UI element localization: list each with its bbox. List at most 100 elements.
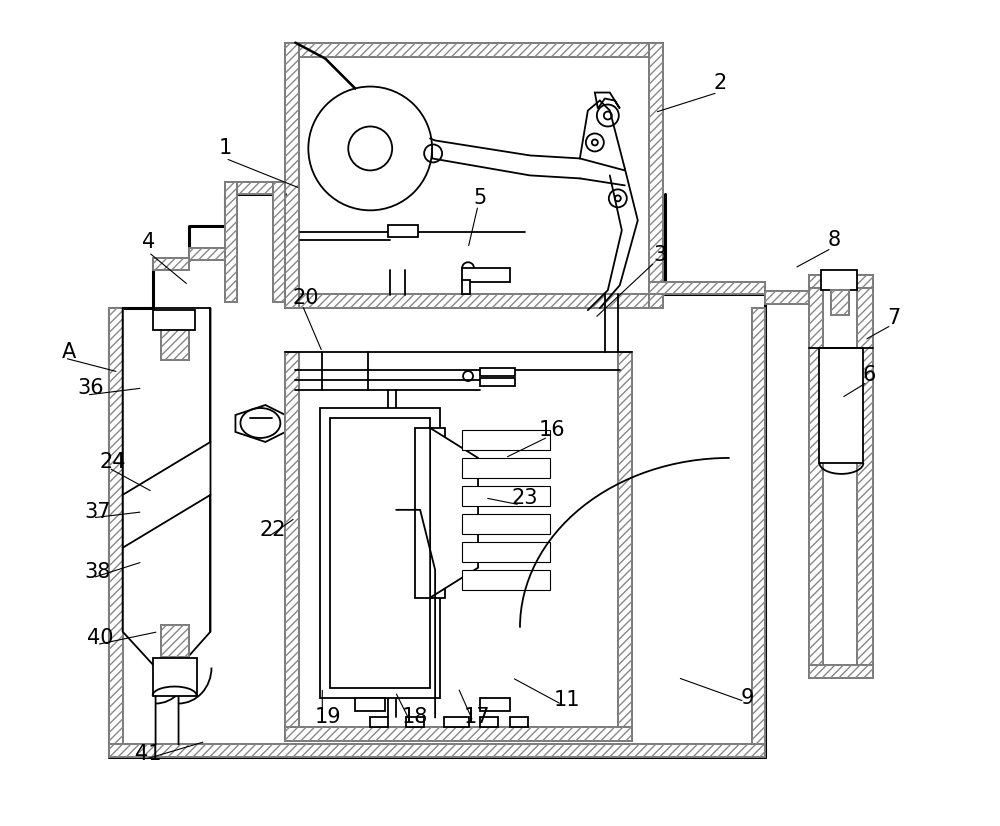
Bar — [153, 259, 189, 270]
Bar — [510, 718, 528, 728]
Bar — [161, 624, 189, 657]
Bar — [285, 43, 299, 308]
Text: 19: 19 — [315, 708, 342, 728]
Bar — [462, 268, 510, 282]
Bar — [752, 308, 765, 744]
Bar — [809, 288, 823, 665]
Bar — [819, 348, 863, 463]
Bar — [649, 282, 765, 294]
Bar — [462, 458, 550, 478]
Bar — [273, 183, 285, 302]
Text: 8: 8 — [828, 230, 841, 250]
Text: 37: 37 — [84, 502, 111, 522]
Bar — [225, 183, 237, 302]
Bar — [857, 288, 873, 677]
Bar — [462, 486, 550, 506]
Text: 20: 20 — [292, 288, 319, 308]
Bar — [370, 718, 388, 728]
Text: 17: 17 — [464, 708, 490, 728]
Bar — [109, 308, 123, 748]
Bar — [189, 249, 225, 260]
Text: 36: 36 — [77, 378, 104, 398]
Text: 11: 11 — [554, 690, 580, 710]
Bar — [821, 270, 857, 290]
Text: 7: 7 — [888, 308, 901, 328]
Bar — [618, 352, 632, 742]
Bar — [285, 294, 663, 308]
Text: 2: 2 — [713, 73, 726, 93]
Bar — [285, 43, 299, 308]
Bar — [285, 43, 663, 57]
Bar — [765, 292, 809, 304]
Bar — [153, 657, 197, 695]
Bar — [285, 728, 632, 742]
Bar — [859, 275, 873, 292]
Bar — [765, 292, 809, 304]
Bar — [161, 624, 189, 657]
Bar — [480, 718, 498, 728]
Text: 1: 1 — [219, 139, 232, 159]
Bar — [752, 308, 765, 744]
Text: 16: 16 — [539, 420, 565, 440]
Bar — [462, 514, 550, 534]
Bar — [462, 280, 470, 294]
Bar — [161, 328, 189, 360]
Text: 40: 40 — [87, 628, 114, 648]
Bar — [285, 352, 299, 742]
Bar — [462, 542, 550, 562]
Bar — [831, 290, 849, 316]
Bar — [649, 43, 663, 308]
Polygon shape — [415, 428, 445, 598]
Bar — [444, 718, 469, 728]
Bar — [480, 368, 515, 376]
Text: A: A — [62, 342, 76, 362]
Bar — [153, 259, 189, 270]
Bar — [355, 697, 385, 711]
Bar — [406, 718, 424, 728]
Text: 6: 6 — [863, 365, 876, 385]
Text: 38: 38 — [84, 562, 111, 582]
Bar — [480, 378, 515, 386]
Bar — [285, 728, 632, 742]
Bar — [273, 183, 285, 302]
Bar — [462, 430, 550, 450]
Text: 23: 23 — [512, 488, 538, 508]
Bar — [225, 183, 285, 194]
Bar — [480, 697, 510, 711]
Text: 22: 22 — [259, 520, 286, 540]
Bar — [857, 288, 873, 677]
Bar — [189, 249, 225, 260]
Polygon shape — [235, 405, 285, 442]
Bar — [618, 352, 632, 742]
Bar — [285, 294, 663, 308]
Bar — [153, 311, 195, 330]
Bar — [809, 275, 873, 288]
Bar — [225, 183, 285, 194]
Text: 41: 41 — [135, 744, 162, 764]
Bar — [225, 183, 237, 302]
Bar — [109, 308, 123, 748]
Bar — [809, 665, 873, 677]
Bar — [809, 665, 873, 677]
Bar — [831, 290, 849, 316]
Bar — [809, 275, 873, 288]
Bar — [109, 744, 765, 757]
Bar — [859, 275, 873, 292]
Bar — [161, 328, 189, 360]
Bar — [649, 282, 765, 294]
Bar — [388, 225, 418, 237]
Bar — [809, 275, 823, 292]
Bar — [285, 43, 663, 57]
Text: 3: 3 — [653, 245, 666, 265]
Bar — [649, 43, 663, 308]
Text: 24: 24 — [99, 452, 126, 472]
Text: 9: 9 — [741, 687, 754, 708]
Bar — [330, 418, 430, 687]
Bar — [285, 352, 299, 742]
Text: 5: 5 — [473, 188, 487, 208]
Bar — [109, 744, 765, 757]
Bar — [809, 288, 823, 665]
Text: 18: 18 — [402, 708, 428, 728]
Polygon shape — [430, 428, 478, 598]
Text: 4: 4 — [142, 232, 155, 252]
